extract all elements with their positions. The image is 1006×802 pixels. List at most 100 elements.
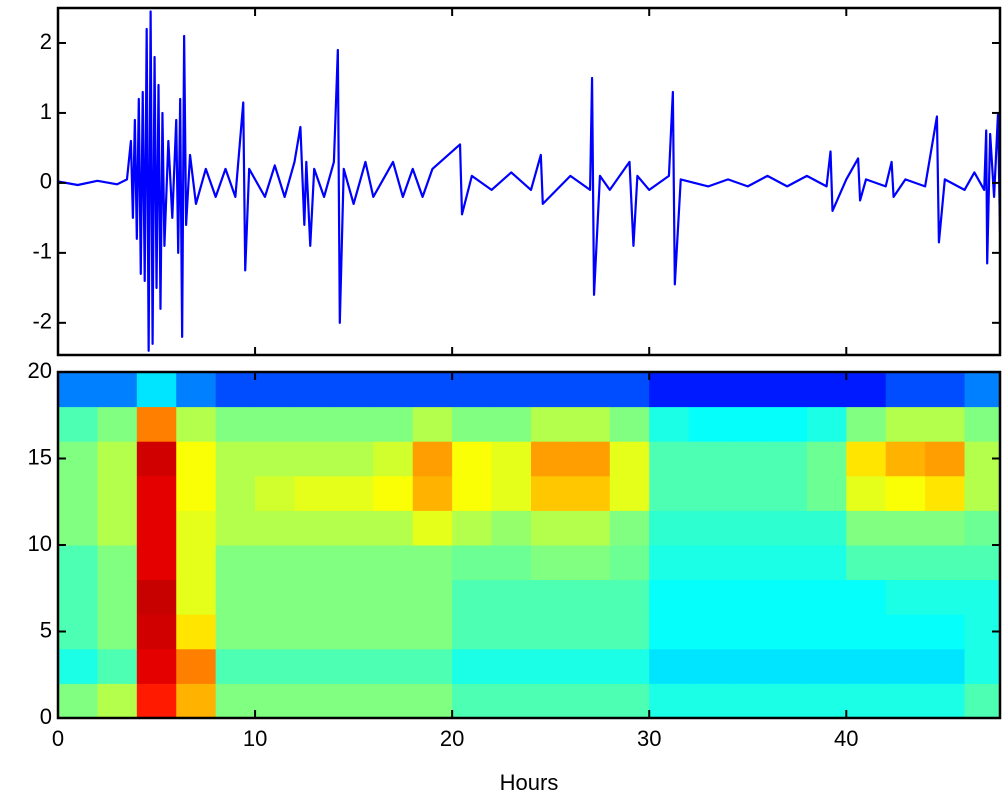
spectrogram-cell [491,545,532,581]
spectrogram-cell [728,545,768,581]
spectrogram-cell [806,545,847,581]
spectrogram-cell [136,406,177,442]
spectrogram-cell [176,683,217,718]
spectrogram-cell [136,441,177,477]
spectrogram-cell [885,545,926,581]
spectrogram-cell [570,579,611,615]
spectrogram-cell [925,441,966,477]
spectrogram-cell [530,475,571,511]
spectrogram-cell [530,372,571,408]
spectrogram-cell [609,475,650,511]
spectrogram-cell [491,475,532,511]
spectrogram-cell [176,510,217,546]
spectrogram-cell [176,441,217,477]
spectrogram-cell [491,510,532,546]
spectrogram-cell [570,510,611,546]
y-tick-label: 0 [40,704,52,729]
x-tick-label: 0 [52,726,64,751]
spectrogram-cell [846,372,887,408]
spectrogram-cell [215,441,256,477]
spectrogram-cell [846,683,887,718]
spectrogram-cell [609,372,650,408]
spectrogram-cell [58,648,98,684]
spectrogram-cell [333,510,374,546]
spectrogram-cell [215,475,256,511]
spectrogram-cell [136,683,177,718]
spectrogram-cell [649,683,690,718]
y-tick-label: -1 [32,239,52,264]
spectrogram-cell [688,614,729,650]
spectrogram-cell [491,579,532,615]
spectrogram-cell [728,406,768,442]
spectrogram-cell [136,579,177,615]
y-tick-label: 1 [40,99,52,124]
spectrogram-cell [649,545,690,581]
spectrogram-cell [728,510,768,546]
spectrogram-cell [846,475,887,511]
spectrogram-cell [530,683,571,718]
x-axis-label: Hours [500,770,559,795]
spectrogram-cell [294,683,335,718]
spectrogram-cell [964,545,1000,581]
spectrogram-cell [885,579,926,615]
spectrogram-cell [136,614,177,650]
spectrogram-cell [412,614,453,650]
spectrogram-cell [925,475,966,511]
spectrogram-cell [373,475,414,511]
spectrogram-cell [452,441,493,477]
spectrogram-cell [176,406,217,442]
spectrogram-cell [846,545,887,581]
spectrogram-cell [136,372,177,408]
spectrogram-cell [767,441,808,477]
spectrogram-cell [964,475,1000,511]
spectrogram-cell [609,579,650,615]
spectrogram-cell [885,614,926,650]
spectrogram-cell [491,648,532,684]
spectrogram-cell [58,579,98,615]
spectrogram-cell [294,372,335,408]
spectrogram-cell [649,372,690,408]
y-tick-label: 5 [40,617,52,642]
spectrogram-cell [333,441,374,477]
spectrogram-cell [806,406,847,442]
spectrogram-cell [728,579,768,615]
spectrogram-cell [609,441,650,477]
spectrogram-cell [491,614,532,650]
spectrogram-cell [767,614,808,650]
spectrogram-cell [767,545,808,581]
spectrogram-cell [925,406,966,442]
spectrogram-cell [609,683,650,718]
spectrogram-cell [255,545,295,581]
spectrogram-cell [688,683,729,718]
spectrogram-cell [373,372,414,408]
spectrogram-cell [215,406,256,442]
spectrogram-cell [215,372,256,408]
spectrogram-cell [964,648,1000,684]
spectrogram-cell [491,683,532,718]
spectrogram-cell [609,510,650,546]
spectrogram-cell [846,614,887,650]
spectrogram-cell [806,648,847,684]
spectrogram-cell [255,372,295,408]
spectrogram-cell [373,683,414,718]
spectrogram-cell [58,372,98,408]
spectrogram-cell [925,614,966,650]
spectrogram-cell [412,579,453,615]
spectrogram-cell [570,441,611,477]
spectrogram-cell [412,545,453,581]
spectrogram-cell [97,648,138,684]
spectrogram-cell [688,441,729,477]
spectrogram-cell [255,648,295,684]
spectrogram-cell [412,648,453,684]
spectrogram-cell [728,614,768,650]
y-tick-label: 20 [28,358,52,383]
spectrogram-cell [570,372,611,408]
spectrogram-cell [846,441,887,477]
y-tick-label: 0 [40,169,52,194]
spectrogram-cell [58,683,98,718]
spectrogram-cell [373,406,414,442]
spectrogram-cell [885,441,926,477]
spectrogram-cell [609,614,650,650]
